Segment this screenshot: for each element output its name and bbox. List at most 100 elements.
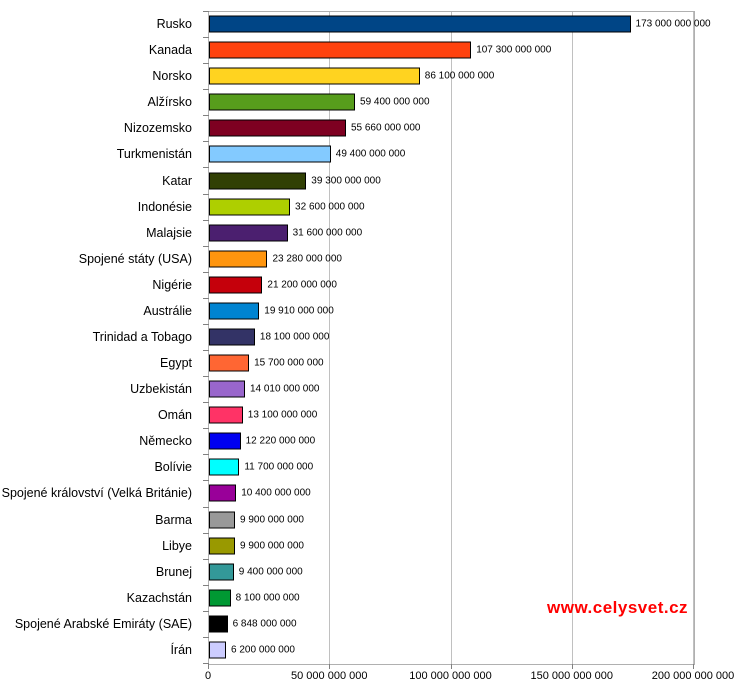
bar [209, 380, 245, 398]
y-axis-tick [203, 141, 209, 142]
category-label: Uzbekistán [130, 382, 192, 397]
bar-value-label: 55 660 000 000 [350, 122, 421, 134]
bar-value-label: 18 100 000 000 [259, 331, 330, 343]
bar [209, 589, 231, 607]
bar-value-label: 21 200 000 000 [267, 279, 337, 291]
bar [209, 432, 241, 450]
y-axis-tick [203, 63, 209, 64]
category-label: Egypt [160, 356, 192, 371]
x-axis-tick [571, 664, 573, 669]
chart-row: Alžírsko 59 400 000 000 [0, 89, 740, 115]
category-label: Nigérie [152, 277, 192, 292]
y-axis-tick [203, 194, 209, 195]
category-label: Katar [162, 173, 192, 188]
category-label: Rusko [156, 17, 192, 32]
bar-value-label: 39 300 000 000 [311, 175, 381, 186]
bar-value-label: 12 220 000 000 [245, 435, 316, 447]
y-axis-tick [203, 167, 209, 168]
bar [209, 406, 243, 424]
category-label: Německo [139, 434, 192, 449]
y-axis-tick [203, 480, 209, 481]
y-axis-tick [203, 272, 209, 273]
gridline [571, 12, 573, 664]
x-axis-tick [329, 664, 331, 669]
bar-value-label: 107 300 000 000 [476, 44, 552, 56]
chart-row: Katar 39 300 000 000 [0, 167, 740, 193]
y-axis-tick [203, 637, 209, 638]
bar-value-label: 19 910 000 000 [264, 305, 334, 317]
bar [209, 172, 307, 189]
x-axis-tick [693, 664, 694, 669]
bar-value-label: 9 900 000 000 [240, 540, 304, 552]
bar-value-label: 15 700 000 000 [254, 357, 324, 369]
bar-value-label: 49 400 000 000 [335, 148, 406, 160]
chart-row: Spojené Arabské Emiráty (SAE) 6 848 000 0… [0, 611, 740, 637]
bar [209, 119, 346, 137]
gridline [450, 12, 452, 664]
chart-row: Turkmenistán 49 400 000 000 [0, 141, 740, 167]
y-axis-tick [203, 350, 209, 351]
bar-value-label: 9 900 000 000 [240, 514, 304, 526]
gridline [329, 12, 331, 664]
category-label: Nizozemsko [123, 121, 192, 136]
bar [209, 198, 291, 216]
category-label: Bolívie [154, 460, 192, 475]
bar-value-label: 10 400 000 000 [241, 487, 311, 499]
chart-row: Norsko 86 100 000 000 [0, 63, 740, 89]
chart-row: Trinidad a Tobago 18 100 000 000 [0, 324, 740, 350]
chart-row: Spojené království (Velká Británie) 10 40… [0, 480, 740, 506]
x-axis-tick-label: 150 000 000 000 [530, 670, 614, 682]
chart-row: Egypt 15 700 000 000 [0, 350, 740, 376]
bar-value-label: 13 100 000 000 [247, 409, 318, 421]
x-axis-tick [208, 664, 209, 669]
chart-row: Kazachstán 8 100 000 000 [0, 585, 740, 611]
category-label: Kazachstán [126, 590, 192, 605]
chart-row: Indonésie 32 600 000 000 [0, 194, 740, 220]
bar-value-label: 6 200 000 000 [231, 644, 295, 656]
watermark-text: www.celysvet.cz [547, 598, 689, 617]
chart-row: Malajsie 31 600 000 000 [0, 220, 740, 246]
bar [209, 615, 228, 633]
chart-row: Barma 9 900 000 000 [0, 507, 740, 533]
x-axis-tick-label: 50 000 000 000 [291, 670, 368, 682]
x-axis-tick [450, 664, 452, 669]
bar-value-label: 23 280 000 000 [272, 253, 342, 265]
category-label: Trinidad a Tobago [92, 329, 192, 344]
bar [209, 511, 235, 529]
bar [209, 15, 631, 33]
gridline [693, 12, 694, 664]
category-label: Kanada [148, 43, 192, 58]
bar [209, 484, 237, 502]
y-axis-tick [203, 507, 209, 508]
bar-value-label: 14 010 000 000 [249, 383, 320, 395]
y-axis-tick [203, 454, 209, 455]
y-axis-tick [203, 89, 209, 90]
category-label: Barma [155, 512, 192, 527]
x-axis-tick-label: 100 000 000 000 [409, 670, 492, 682]
chart-row: Kanada 107 300 000 000 [0, 37, 740, 63]
category-label: Spojené království (Velká Británie) [1, 486, 192, 501]
x-axis-tick-label: 0 [204, 670, 212, 682]
bar-value-label: 31 600 000 000 [292, 227, 363, 239]
category-label: Austrálie [143, 303, 192, 318]
chart-row: Rusko 173 000 000 000 [0, 11, 740, 37]
y-axis-tick [203, 402, 209, 403]
chart-row: Spojené státy (USA) 23 280 000 000 [0, 246, 740, 272]
y-axis-tick [203, 246, 209, 247]
y-axis-tick [203, 298, 209, 299]
bar [209, 93, 356, 111]
chart-row: Austrálie 19 910 000 000 [0, 298, 740, 324]
category-label: Omán [157, 408, 192, 423]
x-axis-tick-label: 200 000 000 000 [651, 670, 735, 682]
bar [209, 302, 260, 320]
bar [209, 224, 288, 242]
bar-value-label: 6 848 000 000 [232, 618, 297, 630]
bar [209, 41, 472, 59]
chart-row: Nigérie 21 200 000 000 [0, 272, 740, 298]
category-label: Írán [170, 642, 192, 657]
y-axis-tick [203, 37, 209, 38]
bar-value-label: 86 100 000 000 [424, 70, 495, 82]
bar [209, 563, 234, 581]
category-label: Brunej [155, 564, 192, 579]
